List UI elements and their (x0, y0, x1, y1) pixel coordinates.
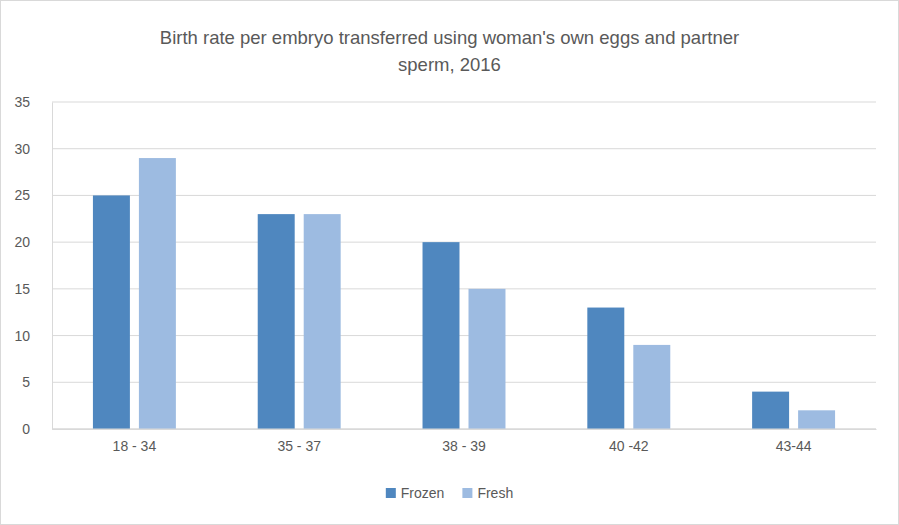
bar (304, 214, 341, 429)
x-tick-label: 38 - 39 (442, 438, 486, 454)
legend-item: Fresh (462, 485, 513, 501)
grid (52, 102, 876, 429)
y-axis-line (52, 103, 53, 430)
legend-item: Frozen (386, 485, 445, 501)
x-baseline (52, 429, 876, 430)
x-tick-label: 43-44 (776, 438, 812, 454)
y-tick-label: 5 (22, 374, 30, 390)
y-tick-label: 35 (14, 94, 30, 110)
y-tick: 5 (22, 374, 52, 390)
series (139, 158, 835, 429)
chart: Birth rate per embryo transferred using … (0, 0, 899, 525)
x-tick: 35 - 37 (277, 429, 321, 454)
y-tick: 10 (14, 328, 52, 344)
x-axis-line (53, 429, 877, 430)
legend-label: Frozen (401, 485, 445, 501)
bar (798, 410, 835, 429)
y-tick-label: 20 (14, 234, 30, 250)
y-tick-label: 25 (14, 187, 30, 203)
bar (752, 392, 789, 429)
x-tick-label: 18 - 34 (113, 438, 157, 454)
grid-line (52, 148, 876, 149)
y-tick-label: 15 (14, 281, 30, 297)
y-tick-label: 30 (14, 141, 30, 157)
bars (93, 158, 835, 429)
x-tick: 40 -42 (609, 429, 649, 454)
legend-swatch (386, 488, 396, 498)
x-tick: 38 - 39 (442, 429, 486, 454)
y-tick: 20 (14, 234, 52, 250)
y-tick: 25 (14, 187, 52, 203)
grid-line (52, 429, 876, 430)
series (93, 195, 789, 429)
chart-title: Birth rate per embryo transferred using … (160, 27, 739, 75)
chart-title-line: Birth rate per embryo transferred using … (160, 27, 739, 48)
y-axis: 0 5 10 15 20 25 30 35 (14, 94, 52, 437)
x-tick-label: 40 -42 (609, 438, 649, 454)
x-tick: 43-44 (776, 429, 812, 454)
x-tick: 18 - 34 (113, 429, 157, 454)
bar (93, 195, 130, 429)
bar (258, 214, 295, 429)
y-tick: 35 (14, 94, 52, 110)
y-tick-label: 10 (14, 328, 30, 344)
plot-area: 0 5 10 15 20 25 30 35 18 - 34 35 - 37 38 - 39 40 -4… (14, 94, 876, 454)
bar (423, 242, 460, 429)
x-tick-label: 35 - 37 (277, 438, 321, 454)
bar (587, 308, 624, 429)
bar (633, 345, 670, 429)
x-axis: 18 - 34 35 - 37 38 - 39 40 -42 43-44 (53, 429, 877, 454)
y-tick-label: 0 (22, 421, 30, 437)
y-tick: 15 (14, 281, 52, 297)
y-tick: 30 (14, 141, 52, 157)
grid-line (52, 102, 876, 103)
legend-swatch (462, 488, 472, 498)
legend: Frozen Fresh (386, 485, 513, 501)
bar (469, 289, 506, 429)
chart-title-line: sperm, 2016 (398, 54, 501, 75)
y-tick: 0 (22, 421, 52, 437)
chart-frame (1, 1, 899, 525)
legend-label: Fresh (477, 485, 513, 501)
bar (139, 158, 176, 429)
